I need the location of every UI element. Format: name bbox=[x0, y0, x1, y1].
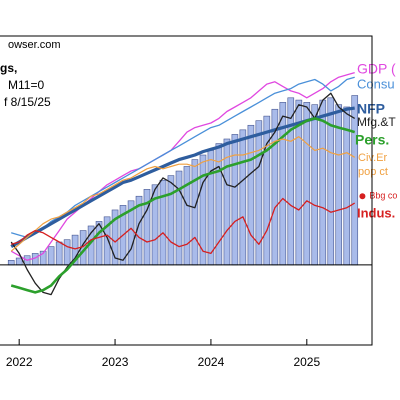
bar bbox=[167, 175, 175, 266]
bar bbox=[55, 241, 63, 266]
series-label: Consu bbox=[357, 76, 395, 91]
note-text: f 8/15/25 bbox=[4, 95, 51, 109]
bar bbox=[263, 115, 271, 266]
series-label: Civ.Er bbox=[358, 152, 387, 164]
bar bbox=[47, 246, 55, 266]
series-label: Indus. bbox=[357, 205, 395, 220]
note-text: gs, bbox=[0, 61, 17, 75]
series-label: pop ct bbox=[358, 166, 388, 178]
bar bbox=[175, 170, 183, 266]
bar bbox=[287, 97, 295, 266]
bar bbox=[191, 159, 199, 266]
series-label: NFP bbox=[357, 101, 385, 117]
series-line bbox=[10, 117, 356, 294]
bar bbox=[7, 260, 15, 266]
series-line bbox=[10, 71, 355, 261]
bar bbox=[311, 104, 319, 266]
series-line bbox=[10, 136, 356, 252]
series-label: Mfg.&T bbox=[357, 115, 396, 129]
bar bbox=[303, 102, 311, 266]
bar bbox=[231, 134, 239, 266]
series-line bbox=[11, 197, 356, 255]
bar bbox=[239, 129, 247, 266]
bar bbox=[63, 239, 71, 266]
series-line bbox=[10, 92, 356, 296]
series-label: GDP ( bbox=[357, 61, 396, 77]
bar bbox=[247, 124, 255, 266]
x-tick-label: 2024 bbox=[198, 355, 225, 369]
x-tick-label: 2025 bbox=[293, 355, 320, 369]
note-text: M11=0 bbox=[8, 78, 44, 92]
x-tick-label: 2023 bbox=[102, 355, 129, 369]
series-line bbox=[10, 106, 355, 248]
source-text: owser.com bbox=[8, 39, 61, 51]
consensus-label: Bbg co bbox=[369, 191, 397, 201]
bar bbox=[207, 150, 215, 266]
plot-frame bbox=[0, 35, 373, 346]
bar bbox=[319, 99, 327, 266]
bar bbox=[183, 166, 191, 266]
bar bbox=[159, 179, 167, 266]
x-tick-label: 2022 bbox=[6, 355, 33, 369]
consensus-marker bbox=[359, 193, 366, 200]
